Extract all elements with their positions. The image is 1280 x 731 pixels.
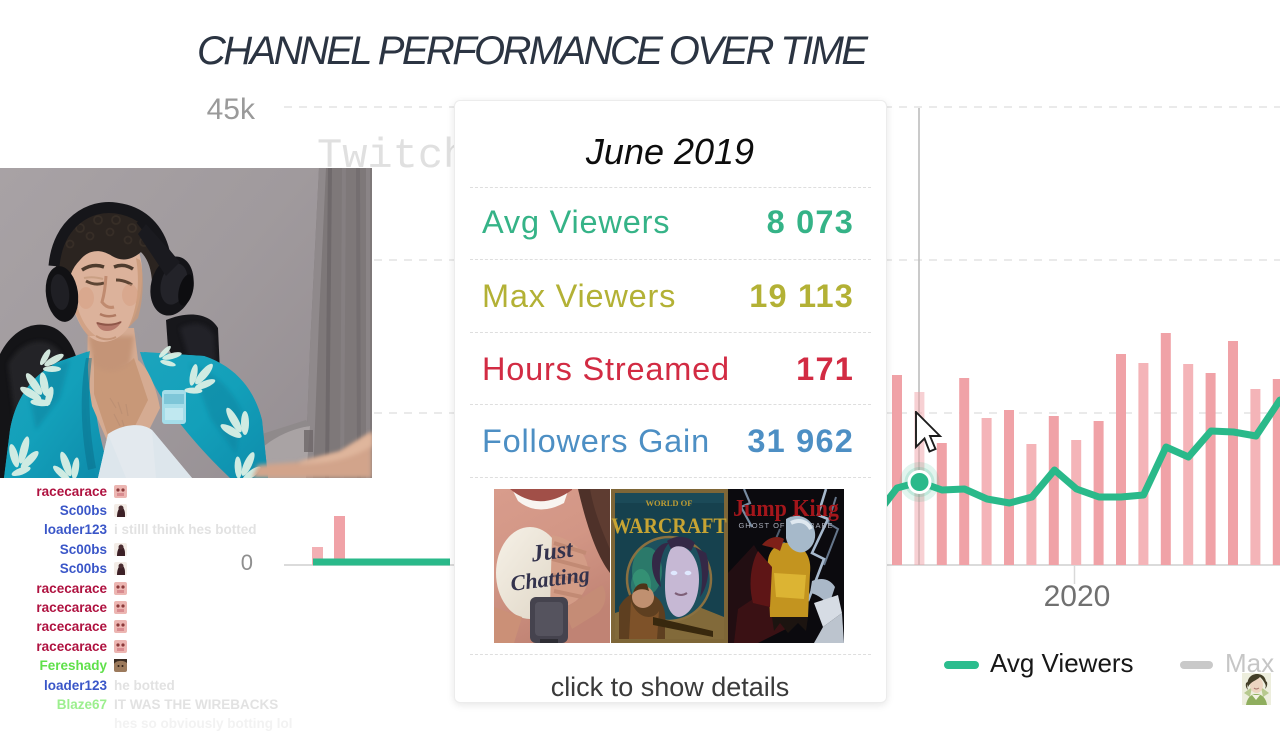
svg-text:WARCRAFT: WARCRAFT [611,513,727,538]
svg-text:Just: Just [529,536,576,567]
svg-text:WORLD OF: WORLD OF [646,498,693,508]
svg-text:GHOST OF THE BABE: GHOST OF THE BABE [738,521,833,530]
svg-text:Jump King: Jump King [733,495,839,521]
